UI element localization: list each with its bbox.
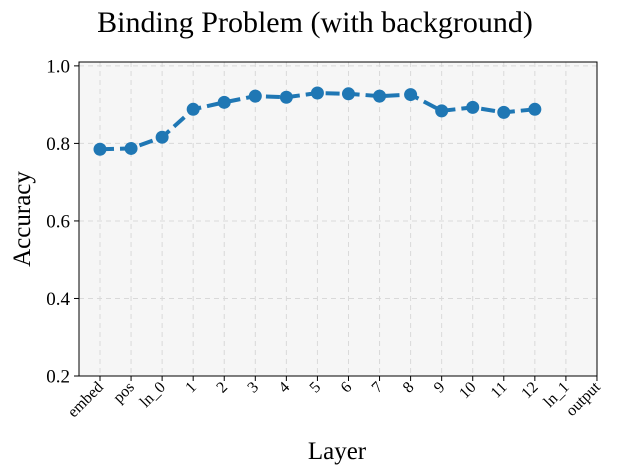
y-tick-label: 1.0 bbox=[46, 56, 70, 77]
data-point bbox=[217, 95, 231, 109]
x-tick-label: 5 bbox=[307, 379, 325, 397]
x-tick-label: 10 bbox=[456, 379, 479, 402]
y-axis: 0.2 0.4 0.6 0.8 1.0 bbox=[46, 56, 79, 388]
chart-title: Binding Problem (with background) bbox=[97, 6, 533, 39]
data-point bbox=[279, 90, 293, 104]
x-tick-label: 3 bbox=[244, 379, 262, 397]
x-tick-label: 6 bbox=[338, 379, 356, 397]
x-tick-label: 12 bbox=[518, 379, 541, 402]
data-point bbox=[341, 87, 355, 101]
data-point bbox=[248, 89, 262, 103]
x-tick-label: 8 bbox=[400, 379, 418, 397]
y-axis-label: Accuracy bbox=[9, 171, 36, 267]
x-tick-label: 7 bbox=[369, 379, 387, 397]
x-tick-label: pos bbox=[110, 379, 138, 407]
y-tick-label: 0.6 bbox=[46, 211, 70, 232]
x-axis-label: Layer bbox=[308, 438, 367, 465]
plot-frame bbox=[78, 61, 598, 377]
x-tick-label: 1 bbox=[182, 379, 200, 397]
plot-area bbox=[79, 62, 597, 376]
data-point bbox=[497, 105, 511, 119]
data-point bbox=[186, 102, 200, 116]
data-point bbox=[373, 89, 387, 103]
data-point bbox=[155, 130, 169, 144]
data-series bbox=[93, 86, 542, 156]
x-tick-label: 2 bbox=[213, 379, 231, 397]
data-point bbox=[404, 88, 418, 102]
x-tick-label: 9 bbox=[431, 379, 449, 397]
x-tick-label: output bbox=[563, 378, 604, 419]
x-tick-label: ln_0 bbox=[137, 379, 169, 411]
data-point bbox=[466, 100, 480, 114]
y-tick-label: 0.2 bbox=[46, 367, 70, 388]
x-tick-label: embed bbox=[65, 379, 107, 421]
data-point bbox=[310, 86, 324, 100]
x-tick-label: 4 bbox=[276, 379, 294, 397]
data-point bbox=[528, 102, 542, 116]
data-point bbox=[93, 142, 107, 156]
data-point bbox=[435, 104, 449, 118]
data-point bbox=[124, 141, 138, 155]
y-tick-label: 0.4 bbox=[46, 289, 70, 310]
y-tick-label: 0.8 bbox=[46, 134, 70, 155]
x-tick-label: 11 bbox=[488, 379, 511, 402]
